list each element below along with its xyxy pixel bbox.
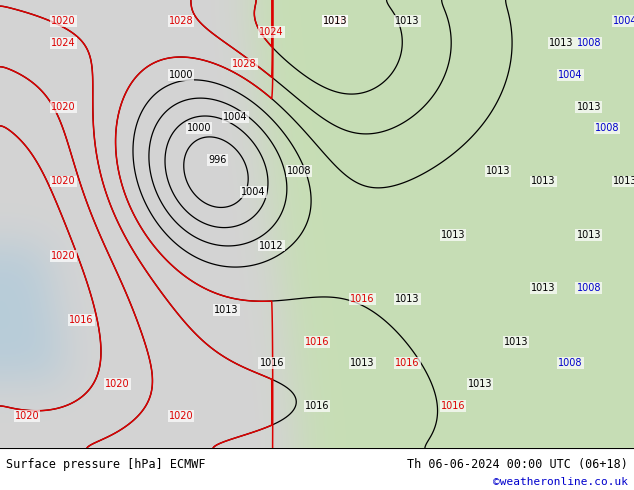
Text: ©weatheronline.co.uk: ©weatheronline.co.uk [493,477,628,487]
Text: 1020: 1020 [51,251,75,261]
Text: 1012: 1012 [259,241,284,250]
Text: 1013: 1013 [612,176,634,187]
Text: 1020: 1020 [51,16,75,26]
Text: 1028: 1028 [232,59,257,69]
Text: 1013: 1013 [468,379,492,389]
Text: 1013: 1013 [531,176,555,187]
Text: 1013: 1013 [396,294,420,304]
Text: Th 06-06-2024 00:00 UTC (06+18): Th 06-06-2024 00:00 UTC (06+18) [407,458,628,471]
Text: 1020: 1020 [323,16,347,26]
Text: 1016: 1016 [305,401,329,411]
Text: 1013: 1013 [504,337,529,346]
Text: 1020: 1020 [169,411,193,421]
Text: 1013: 1013 [396,16,420,26]
Text: 1013: 1013 [531,283,555,293]
Text: 1016: 1016 [441,401,465,411]
Text: 1020: 1020 [15,411,39,421]
Text: 1013: 1013 [576,102,601,112]
Text: 1008: 1008 [576,283,601,293]
Text: 1000: 1000 [169,70,193,80]
Text: 1008: 1008 [595,123,619,133]
Text: 1013: 1013 [576,230,601,240]
Text: 1008: 1008 [559,358,583,368]
Text: 1016: 1016 [350,294,375,304]
Text: 1024: 1024 [51,38,75,48]
Text: 996: 996 [208,155,226,165]
Text: 1004: 1004 [612,16,634,26]
Text: 1016: 1016 [69,315,94,325]
Text: 1013: 1013 [323,16,347,26]
Text: 1013: 1013 [441,230,465,240]
Text: 1000: 1000 [187,123,212,133]
Text: 1004: 1004 [559,70,583,80]
Text: Surface pressure [hPa] ECMWF: Surface pressure [hPa] ECMWF [6,458,206,471]
Text: 1013: 1013 [486,166,510,176]
Text: 1024: 1024 [259,27,284,37]
Text: 1016: 1016 [305,337,329,346]
Text: 1013: 1013 [214,305,238,315]
Text: 1020: 1020 [51,102,75,112]
Text: 1013: 1013 [549,38,574,48]
Text: 1004: 1004 [242,187,266,197]
Text: 1020: 1020 [51,176,75,187]
Text: 1008: 1008 [287,166,311,176]
Text: 1004: 1004 [223,112,248,122]
Text: 1016: 1016 [396,358,420,368]
Text: 1008: 1008 [576,38,601,48]
Text: 1016: 1016 [259,358,284,368]
Text: 1028: 1028 [169,16,193,26]
Text: 1020: 1020 [105,379,130,389]
Text: 1013: 1013 [350,358,375,368]
